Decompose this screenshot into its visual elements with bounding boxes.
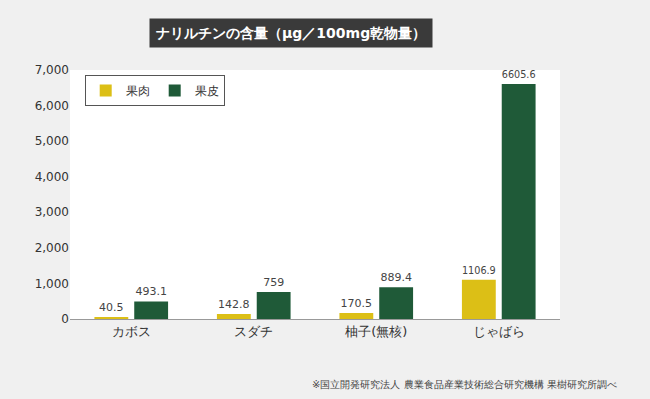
svg-text:スダチ: スダチ bbox=[234, 324, 273, 339]
svg-text:6,000: 6,000 bbox=[35, 99, 69, 113]
svg-text:カボス: カボス bbox=[112, 324, 151, 339]
svg-text:3,000: 3,000 bbox=[35, 205, 69, 219]
svg-text:果皮: 果皮 bbox=[195, 84, 219, 98]
svg-text:7,000: 7,000 bbox=[35, 63, 69, 77]
svg-text:493.1: 493.1 bbox=[135, 285, 167, 298]
svg-text:759: 759 bbox=[263, 276, 284, 289]
svg-text:889.4: 889.4 bbox=[380, 271, 412, 284]
svg-text:4,000: 4,000 bbox=[35, 170, 69, 184]
svg-text:1,000: 1,000 bbox=[35, 277, 69, 291]
svg-text:40.5: 40.5 bbox=[99, 301, 124, 314]
svg-text:5,000: 5,000 bbox=[35, 134, 69, 148]
svg-text:142.8: 142.8 bbox=[218, 298, 250, 311]
svg-text:0: 0 bbox=[61, 312, 69, 326]
svg-text:果肉: 果肉 bbox=[126, 84, 150, 98]
svg-text:6605.6: 6605.6 bbox=[502, 69, 536, 80]
svg-text:170.5: 170.5 bbox=[341, 297, 373, 310]
svg-text:じゃばら: じゃばら bbox=[473, 324, 525, 339]
svg-text:柚子(無核): 柚子(無核) bbox=[345, 324, 407, 339]
svg-text:2,000: 2,000 bbox=[35, 241, 69, 255]
svg-text:1106.9: 1106.9 bbox=[462, 265, 496, 276]
svg-text:ナリルチンの含量（μg／100mg乾物量）: ナリルチンの含量（μg／100mg乾物量） bbox=[156, 25, 426, 41]
svg-text:※国立開発研究法人 農業食品産業技術総合研究機構 果樹研究所: ※国立開発研究法人 農業食品産業技術総合研究機構 果樹研究所調べ bbox=[312, 379, 617, 390]
